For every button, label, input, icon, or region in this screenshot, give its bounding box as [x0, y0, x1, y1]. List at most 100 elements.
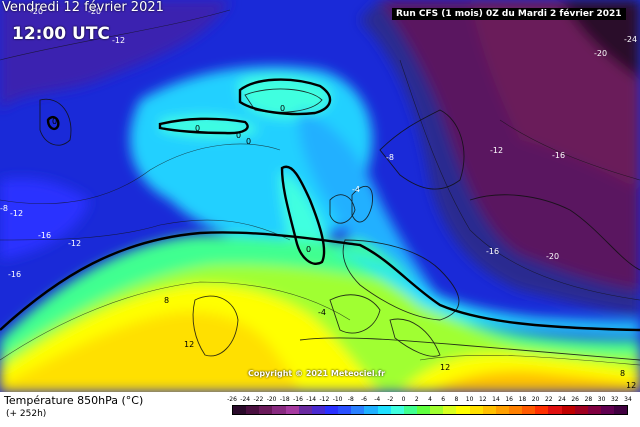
map-label: 0	[280, 104, 285, 113]
color-swatch	[495, 406, 509, 414]
color-swatch	[574, 406, 588, 414]
map-label: 8	[620, 369, 625, 378]
color-swatch	[587, 406, 601, 414]
color-swatch	[298, 406, 312, 414]
map-label: -20	[594, 49, 607, 58]
color-swatch	[311, 406, 325, 414]
map-label: 12	[440, 363, 450, 372]
scale-tick-label: 30	[597, 396, 606, 403]
color-swatch	[338, 406, 352, 414]
scale-tick-label: 4	[428, 396, 432, 403]
forecast-date: Vendredi 12 février 2021	[2, 0, 164, 15]
scale-tick-label: 0	[401, 396, 406, 403]
scale-tick-label: 8	[454, 396, 459, 403]
legend-footer: Température 850hPa (°C) (+ 252h) -26 -24-…	[0, 392, 640, 427]
color-swatch	[456, 406, 470, 414]
zero-isotherms	[0, 78, 640, 332]
color-swatch	[416, 406, 431, 414]
map-label: 0	[195, 124, 200, 133]
color-swatch	[377, 406, 391, 414]
map-label: 12	[184, 340, 194, 349]
scale-tick-label: 28	[584, 396, 593, 403]
map-label: 0	[52, 117, 57, 126]
scale-tick-label: -20	[266, 396, 277, 403]
scale-tick-label: -12	[319, 396, 330, 403]
color-swatch	[535, 406, 549, 414]
forecast-hour: 12:00 UTC	[12, 24, 110, 44]
scale-tick-label: 32	[610, 396, 619, 403]
color-swatch	[285, 406, 299, 414]
copyright: Copyright © 2021 Meteociel.fr	[248, 369, 386, 378]
color-swatch	[482, 406, 496, 414]
map-label: -4	[318, 308, 326, 317]
color-scale-bar	[232, 405, 628, 415]
scale-tick-label: 2	[414, 396, 419, 403]
scale-tick-label: 22	[544, 396, 553, 403]
scale-tick-label: -24	[240, 396, 251, 403]
scale-tick-label: -2	[387, 396, 394, 403]
map-label: -4	[352, 185, 360, 194]
scale-tick-label: -14	[306, 396, 317, 403]
scale-tick-label: -4	[374, 396, 381, 403]
color-swatch	[600, 406, 615, 414]
color-swatch	[259, 406, 273, 414]
map-label: 8	[164, 296, 169, 305]
map-label: -8	[386, 153, 394, 162]
temperature-map: -20 -12 -20 -24 -20 0 0 0 0 0 -8 -12 -16…	[0, 0, 640, 392]
scale-tick-label: 26	[571, 396, 579, 403]
scale-tick-label: -8	[347, 396, 354, 403]
map-label: -12	[490, 146, 503, 155]
scale-tick-label: 10	[465, 396, 474, 403]
color-swatch	[390, 406, 404, 414]
color-swatch	[351, 406, 365, 414]
map-label: -20	[88, 7, 101, 16]
color-swatch	[508, 406, 523, 414]
scale-tick-label: 34	[624, 396, 632, 403]
color-swatch	[324, 406, 339, 414]
map-label: -20	[30, 7, 43, 16]
map-label: 0	[236, 131, 241, 140]
temperature-field	[0, 0, 640, 392]
map-label: -12	[10, 209, 23, 218]
map-label: 0	[246, 137, 251, 146]
color-swatch	[430, 406, 444, 414]
color-scale: -26 -24 -22 -20 -18 -16 -14 -12 -10 -8 -6 -4 -2 0 2 4 6 8…	[227, 396, 632, 422]
color-swatch	[469, 406, 483, 414]
scale-tick-label: -22	[253, 396, 264, 403]
map-label: -16	[8, 270, 21, 279]
isotherms	[0, 9, 640, 366]
scale-tick-label: 20	[531, 396, 540, 403]
scale-tick-label: 6	[441, 396, 446, 403]
map-label: -12	[68, 239, 81, 248]
scale-tick-label: 12	[478, 396, 487, 403]
map-value-labels: -20 -12 -20 -24 -20 0 0 0 0 0 -8 -12 -16…	[0, 7, 637, 390]
color-swatch	[561, 406, 575, 414]
color-swatch	[443, 406, 457, 414]
scale-tick-label: -10	[332, 396, 343, 403]
scale-tick-label: 14	[492, 396, 500, 403]
color-swatch	[522, 406, 536, 414]
scale-tick-label: 16	[505, 396, 513, 403]
map-label: -16	[38, 231, 51, 240]
color-swatch	[364, 406, 378, 414]
map-label: 0	[306, 245, 311, 254]
color-swatch	[614, 406, 628, 414]
color-swatch	[233, 406, 247, 414]
scale-tick-label: 18	[518, 396, 527, 403]
color-swatch	[246, 406, 260, 414]
run-info: Run CFS (1 mois) 0Z du Mardi 2 février 2…	[392, 8, 626, 20]
scale-tick-label: -26	[227, 396, 237, 403]
map-label: -20	[546, 252, 559, 261]
color-swatch	[272, 406, 286, 414]
map-label: -16	[486, 247, 499, 256]
map-label: -8	[0, 204, 8, 213]
legend-title: Température 850hPa (°C)	[4, 394, 144, 407]
legend-subtitle: (+ 252h)	[6, 409, 47, 419]
color-swatch	[403, 406, 417, 414]
map-label: 12	[626, 381, 636, 390]
map-label: -24	[624, 35, 637, 44]
scale-tick-label: -18	[279, 396, 290, 403]
scale-tick-label: -6	[361, 396, 367, 403]
scale-tick-label: -16	[293, 396, 303, 403]
